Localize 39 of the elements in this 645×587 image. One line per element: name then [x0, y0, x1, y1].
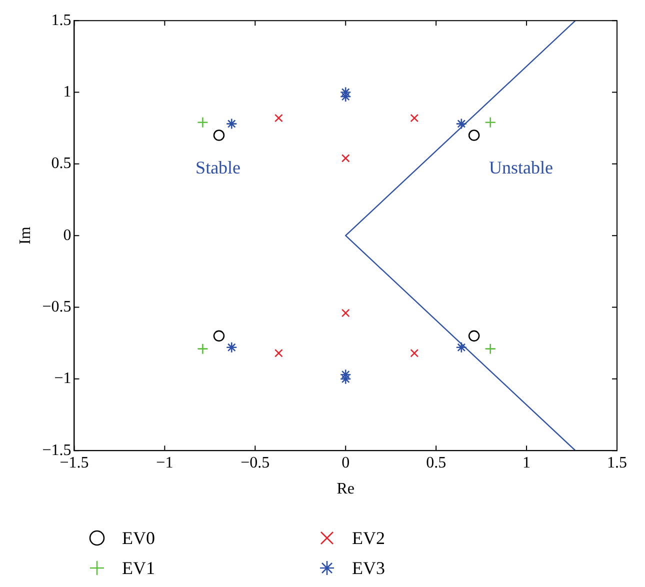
point	[468, 130, 480, 141]
point	[341, 154, 350, 162]
point	[484, 343, 496, 354]
y-tick-label: 1.5	[51, 12, 72, 29]
point	[197, 343, 208, 354]
point	[274, 114, 283, 122]
point	[197, 116, 208, 128]
point	[341, 308, 350, 318]
x-axis-title: Re	[336, 480, 354, 498]
x-tick-label: 0.5	[426, 454, 446, 472]
point	[213, 130, 225, 141]
y-axis-title: Im	[16, 226, 34, 244]
annotation: Stable	[196, 158, 241, 178]
x-tick-label: 0	[342, 454, 350, 472]
point	[226, 118, 238, 130]
legend-label: EV3	[352, 558, 385, 578]
point	[456, 342, 468, 354]
point	[226, 342, 238, 354]
legend-label: EV1	[122, 558, 155, 578]
point	[484, 116, 496, 128]
y-tick-label: 0.5	[51, 155, 72, 172]
x-tick-label: 1	[522, 454, 531, 472]
x-tick-label: −1	[156, 454, 174, 472]
y-tick-label: 1	[63, 83, 72, 100]
legend-label: EV0	[122, 528, 155, 548]
annotation: Unstable	[488, 158, 553, 178]
point	[410, 348, 419, 358]
y-tick-label: −1	[54, 370, 72, 388]
y-tick-label: −1.5	[42, 442, 72, 459]
point	[468, 330, 480, 342]
point	[213, 330, 225, 342]
legend-label: EV2	[352, 528, 385, 548]
point	[410, 114, 419, 122]
x-tick-label: −0.5	[240, 454, 270, 472]
x-tick-label: 1.5	[607, 454, 627, 472]
point	[456, 118, 468, 130]
point	[274, 348, 283, 358]
y-tick-label: 0	[63, 226, 72, 244]
y-tick-label: −0.5	[42, 298, 72, 316]
